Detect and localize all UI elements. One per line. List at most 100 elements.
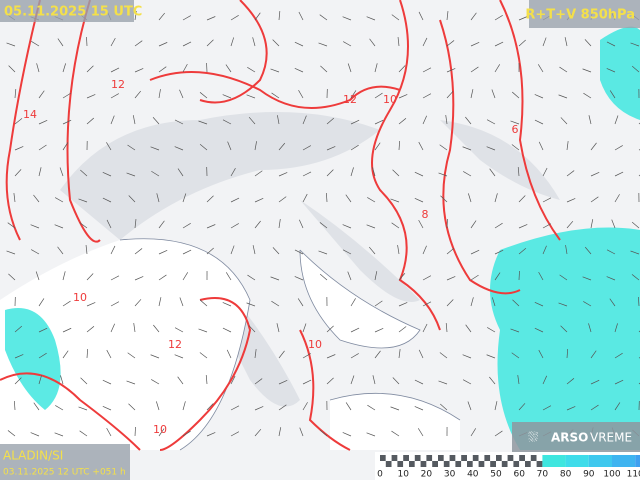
legend-cell — [496, 461, 502, 467]
wind-barb — [182, 15, 191, 21]
wind-barb — [318, 42, 328, 47]
wind-barb — [62, 327, 72, 333]
wind-barb — [55, 405, 64, 411]
wind-barb — [158, 428, 165, 437]
wind-barb — [326, 146, 336, 151]
wind-barb — [158, 66, 167, 73]
legend-cell — [530, 455, 537, 461]
wind-barb — [606, 276, 616, 281]
wind-barb — [326, 192, 328, 203]
legend-cell — [455, 461, 462, 467]
legend-label: 20 — [421, 470, 433, 480]
wind-barb — [630, 42, 640, 47]
wind-barb — [127, 352, 136, 359]
wind-barb — [510, 328, 520, 333]
legend-cell — [391, 461, 398, 467]
legend-cell — [420, 455, 427, 461]
wind-barb — [14, 118, 23, 125]
wind-barb — [134, 426, 136, 437]
wind-barb — [225, 272, 232, 281]
legend-cell — [409, 461, 415, 467]
wind-barb — [278, 219, 281, 229]
wind-barb — [391, 430, 400, 437]
wind-barb — [222, 327, 232, 333]
legend-cell — [461, 455, 467, 461]
wind-barb — [14, 325, 23, 333]
wind-barb — [6, 42, 16, 47]
wind-barb — [252, 37, 256, 47]
wind-barb — [534, 94, 544, 99]
wind-barb — [320, 65, 328, 73]
wind-barb — [134, 299, 142, 307]
wind-barb — [62, 142, 69, 151]
wind-barb — [86, 65, 94, 73]
wind-barb — [59, 167, 64, 177]
wind-barb — [470, 12, 477, 21]
wind-barb — [494, 430, 503, 437]
wind-barb — [110, 275, 120, 281]
wind-barb — [392, 169, 400, 177]
wind-barb — [126, 172, 136, 177]
wind-barb — [489, 168, 496, 177]
wind-barb — [126, 380, 136, 385]
legend-cell — [467, 455, 473, 461]
wind-barb — [278, 11, 281, 21]
wind-barb — [199, 143, 208, 151]
legend-cell — [588, 455, 612, 467]
wind-barb — [54, 224, 64, 229]
wind-barb — [445, 115, 448, 125]
wind-barb — [230, 375, 236, 385]
wind-barb — [246, 302, 256, 307]
wind-barb — [33, 402, 40, 411]
legend-cell — [438, 461, 444, 467]
wind-barb — [590, 196, 599, 203]
wind-barb — [440, 403, 448, 411]
wind-barb — [582, 276, 592, 281]
wind-barb — [494, 401, 498, 411]
wind-barb — [110, 37, 116, 47]
wind-barb — [470, 274, 479, 281]
wind-barb — [588, 115, 592, 125]
wind-barb — [182, 63, 188, 73]
wind-barb — [491, 297, 496, 307]
wind-barb — [230, 223, 239, 229]
field-box — [529, 0, 640, 28]
legend-cell — [461, 461, 467, 467]
wind-barb — [366, 432, 376, 437]
wind-barb — [151, 379, 160, 385]
legend-label: 100 — [603, 470, 620, 480]
wind-barb — [470, 428, 477, 437]
legend-cell — [385, 461, 392, 467]
wind-barb — [151, 170, 160, 177]
wind-barb — [611, 219, 616, 229]
wind-barb — [230, 405, 240, 411]
wind-barb — [614, 379, 624, 385]
legend-cell — [414, 455, 421, 461]
wind-barb — [174, 146, 184, 151]
legend-cell — [426, 461, 433, 467]
legend-cell — [484, 461, 491, 467]
wind-barb — [538, 349, 544, 359]
wind-barb — [302, 379, 312, 385]
wind-barb — [590, 219, 594, 229]
wind-barb — [512, 91, 520, 99]
wind-barb — [542, 37, 547, 47]
wind-barb — [6, 250, 16, 255]
wind-barb — [230, 14, 239, 21]
wind-barb — [558, 94, 568, 99]
wind-barb — [342, 16, 352, 21]
wind-barb — [134, 276, 144, 281]
coastlines — [119, 238, 461, 451]
wind-barb — [440, 195, 448, 203]
logo-icon: ⛆ — [528, 431, 539, 446]
legend-cell — [478, 461, 485, 467]
wind-barb — [511, 352, 520, 359]
wind-barb — [468, 193, 472, 203]
wind-barb — [200, 299, 208, 307]
wind-barb — [398, 94, 408, 99]
wind-barb — [222, 302, 232, 307]
wind-barb — [60, 375, 64, 385]
wind-barb — [153, 324, 160, 333]
wind-barb — [345, 402, 352, 411]
